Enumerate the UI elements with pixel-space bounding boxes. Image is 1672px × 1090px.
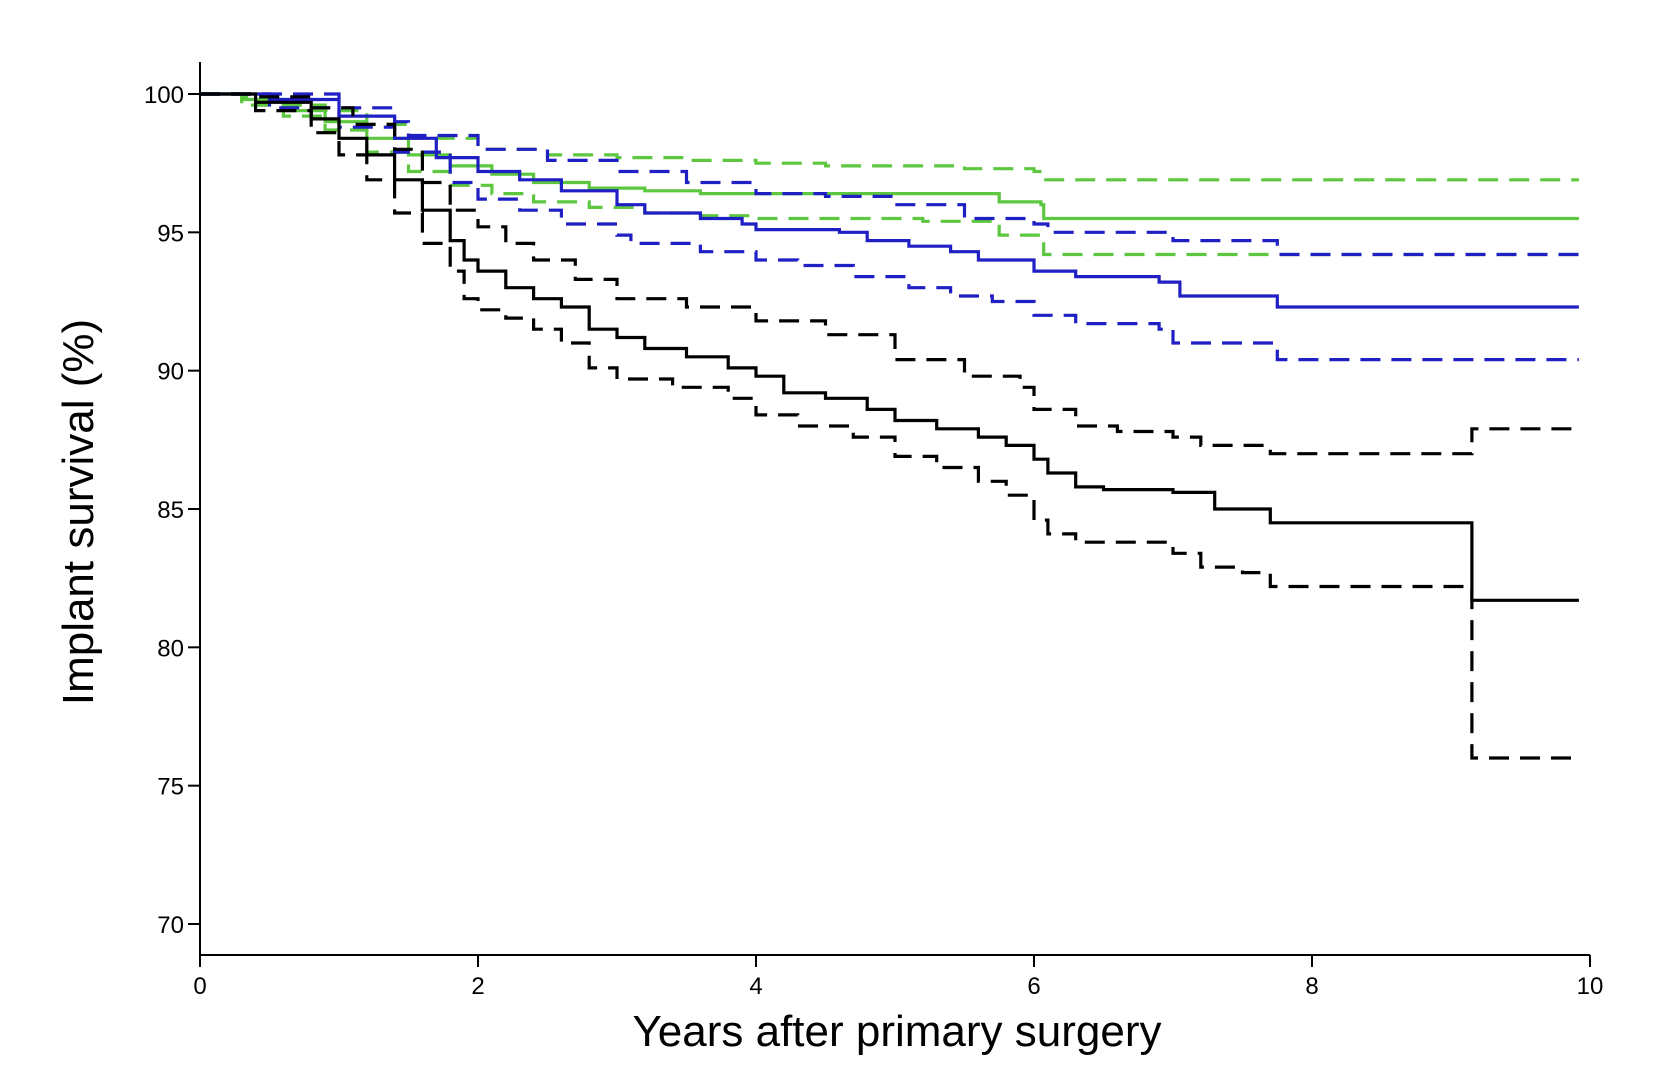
x-tick-label: 8 — [1305, 973, 1318, 1000]
y-axis-title: Implant survival (%) — [54, 319, 103, 705]
y-tick-label: 90 — [157, 359, 184, 386]
y-tick-label: 100 — [144, 82, 184, 109]
x-tick-label: 10 — [1577, 973, 1604, 1000]
x-tick-label: 4 — [749, 973, 762, 1000]
blue-upper-ci-line — [200, 92, 1579, 257]
x-tick-label: 2 — [471, 973, 484, 1000]
x-tick-label: 6 — [1027, 973, 1040, 1000]
y-tick-label: 75 — [157, 774, 184, 801]
x-axis-title: Years after primary surgery — [632, 1007, 1161, 1056]
y-tick-label: 80 — [157, 635, 184, 662]
green-lower-ci-line — [200, 92, 1579, 257]
x-tick-label: 0 — [193, 973, 206, 1000]
y-tick-label: 70 — [157, 912, 184, 939]
blue-survival-line — [200, 92, 1579, 309]
series-layer — [200, 92, 1579, 760]
axes: 70 75 80 85 90 95 100 0 2 4 6 8 10 — [144, 62, 1603, 1000]
y-tick-label: 85 — [157, 497, 184, 524]
black-upper-ci-line — [200, 92, 1579, 456]
black-survival-line — [200, 92, 1579, 602]
green-upper-ci-line — [200, 92, 1579, 182]
blue-lower-ci-line — [200, 92, 1579, 362]
y-tick-label: 95 — [157, 220, 184, 247]
green-survival-line — [200, 92, 1579, 221]
